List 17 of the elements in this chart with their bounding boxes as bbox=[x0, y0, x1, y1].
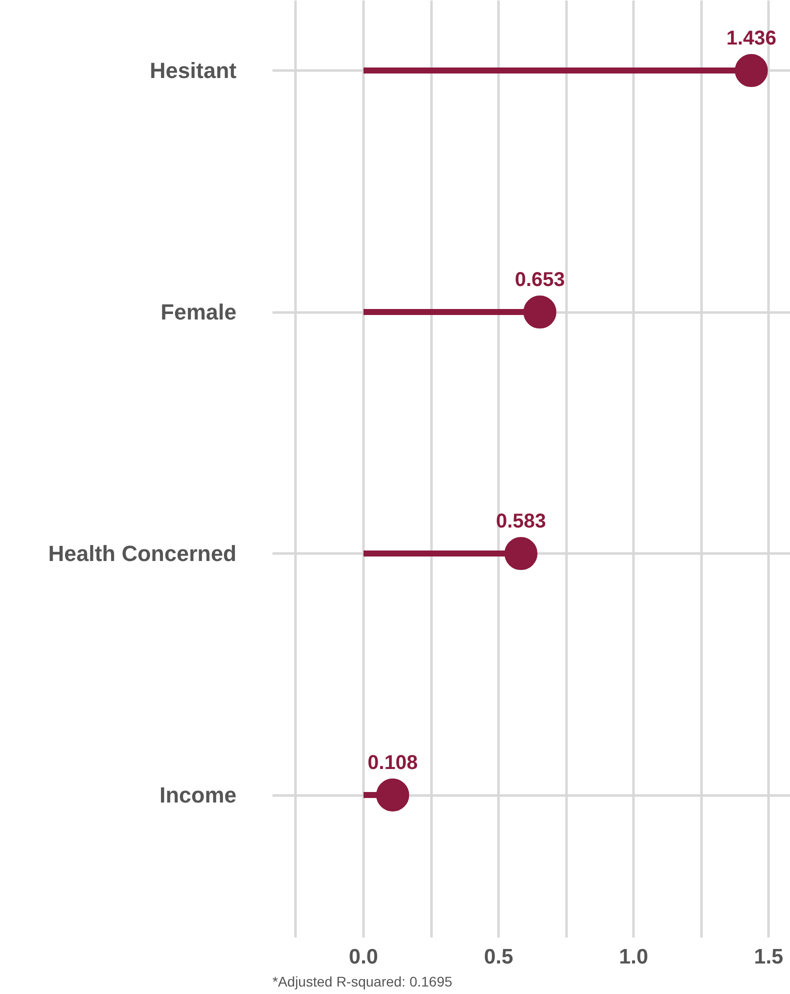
point bbox=[376, 778, 410, 812]
data-label: 0.653 bbox=[514, 269, 565, 292]
point bbox=[523, 296, 556, 328]
point bbox=[504, 537, 538, 570]
data-label: 0.583 bbox=[496, 510, 546, 533]
x-tick-label: 1.5 bbox=[754, 946, 784, 968]
x-tick-label: 0.0 bbox=[348, 946, 378, 968]
point bbox=[734, 54, 768, 87]
data-label: 1.436 bbox=[726, 28, 776, 50]
y-tick-label: Female bbox=[160, 300, 237, 325]
text: *Adjusted R-squared: 0.1695 bbox=[272, 974, 452, 990]
x-tick-label: 1.0 bbox=[618, 946, 648, 968]
y-tick-label: Health Concerned bbox=[48, 541, 237, 566]
y-tick-label: Income bbox=[159, 782, 237, 808]
y-tick-label: Hesitant bbox=[150, 58, 238, 84]
x-tick-label: 0.5 bbox=[484, 946, 514, 968]
data-label: 0.108 bbox=[368, 752, 418, 774]
